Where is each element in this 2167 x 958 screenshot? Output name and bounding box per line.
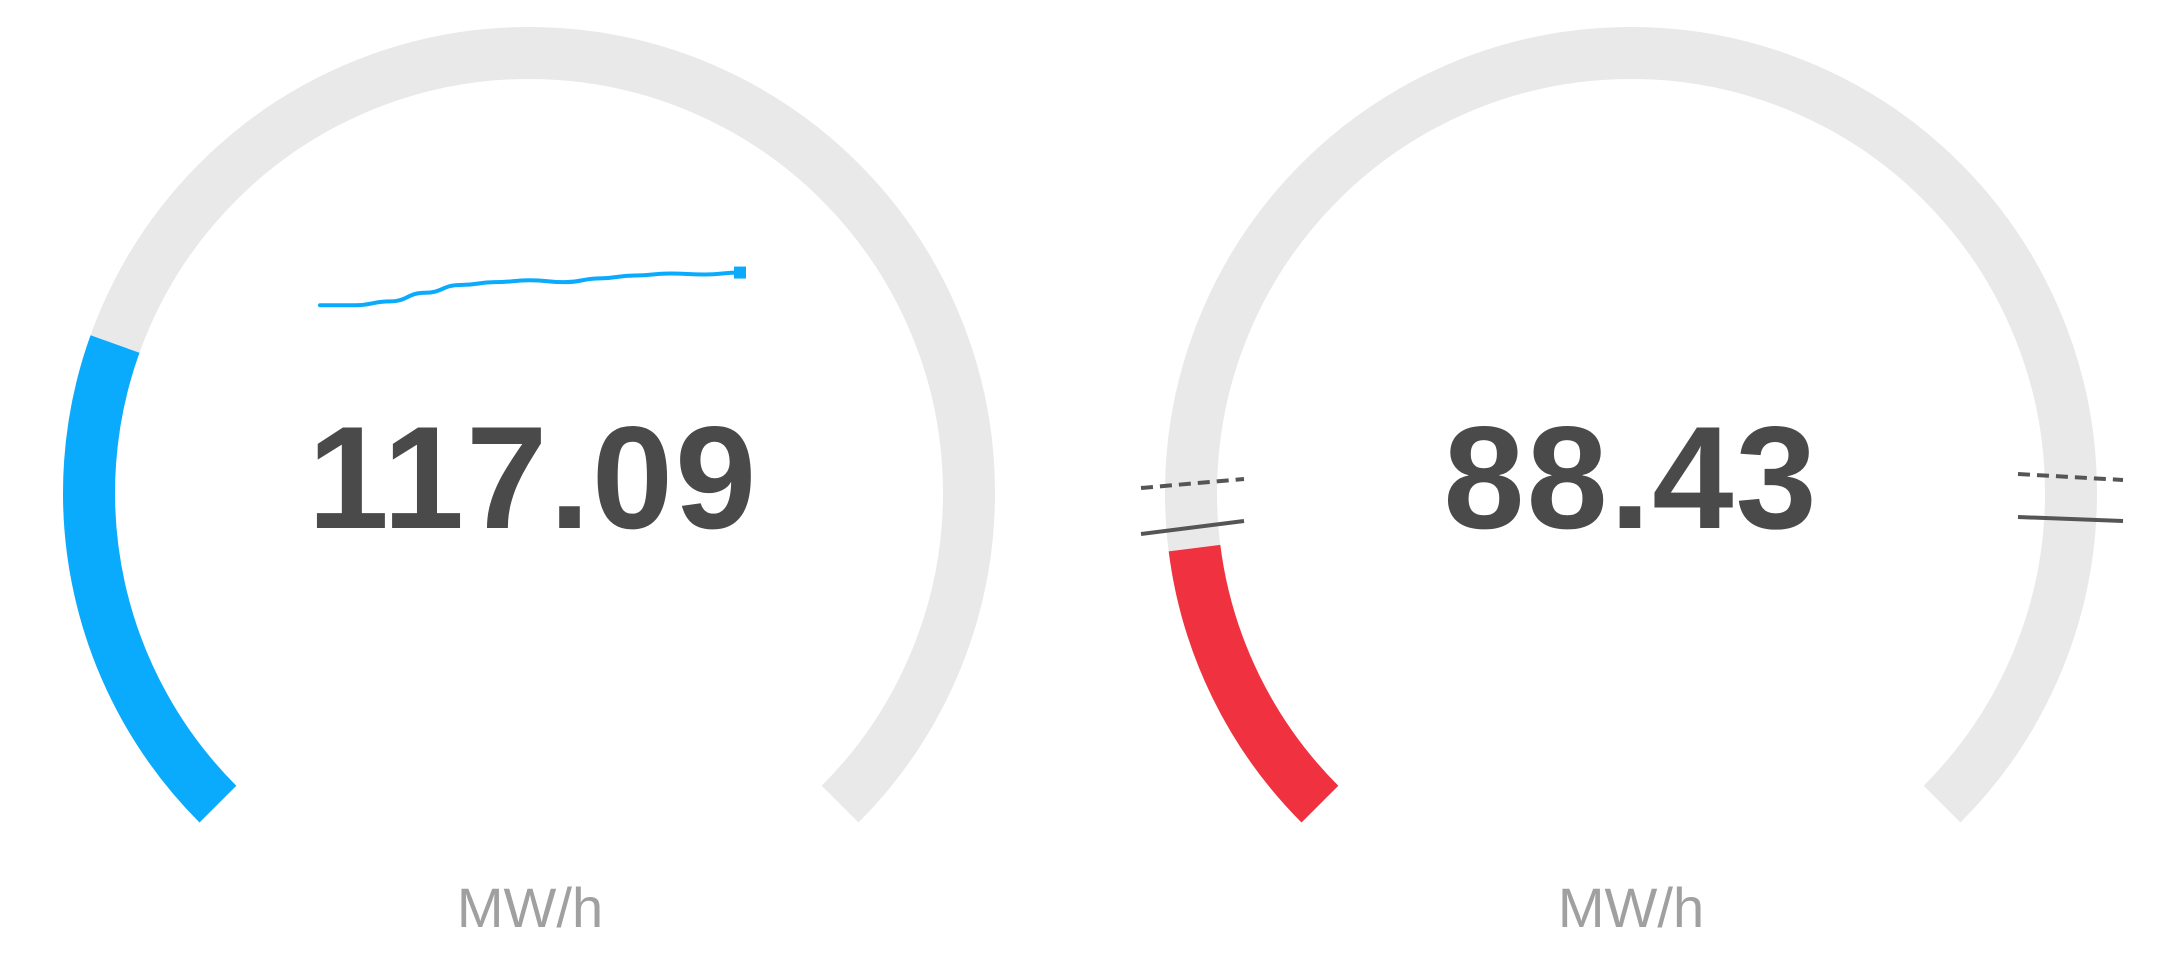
gauge-1-value: 117.09	[307, 396, 759, 559]
gauge-1-fill-arc	[63, 335, 237, 823]
gauge-1-sparkline	[318, 270, 742, 308]
gauge-1-unit: MW/h	[456, 876, 604, 939]
gauge-2-value: 88.43	[1443, 396, 1819, 559]
gauge-1-sparkline-endpoint	[734, 266, 746, 279]
gauge-1-dial	[63, 27, 995, 823]
gauge-2-left-threshold-solid	[1140, 519, 1245, 536]
gauge-2-unit: MW/h	[1557, 876, 1705, 939]
gauge-2-track	[1165, 27, 2097, 823]
gauge-2-fill-arc	[1168, 544, 1339, 823]
gauge-2-left-threshold-dashed	[1140, 477, 1245, 490]
gauge-2-right-threshold-dashed	[2017, 472, 2124, 482]
gauge-2-right-threshold-solid	[2017, 515, 2124, 523]
